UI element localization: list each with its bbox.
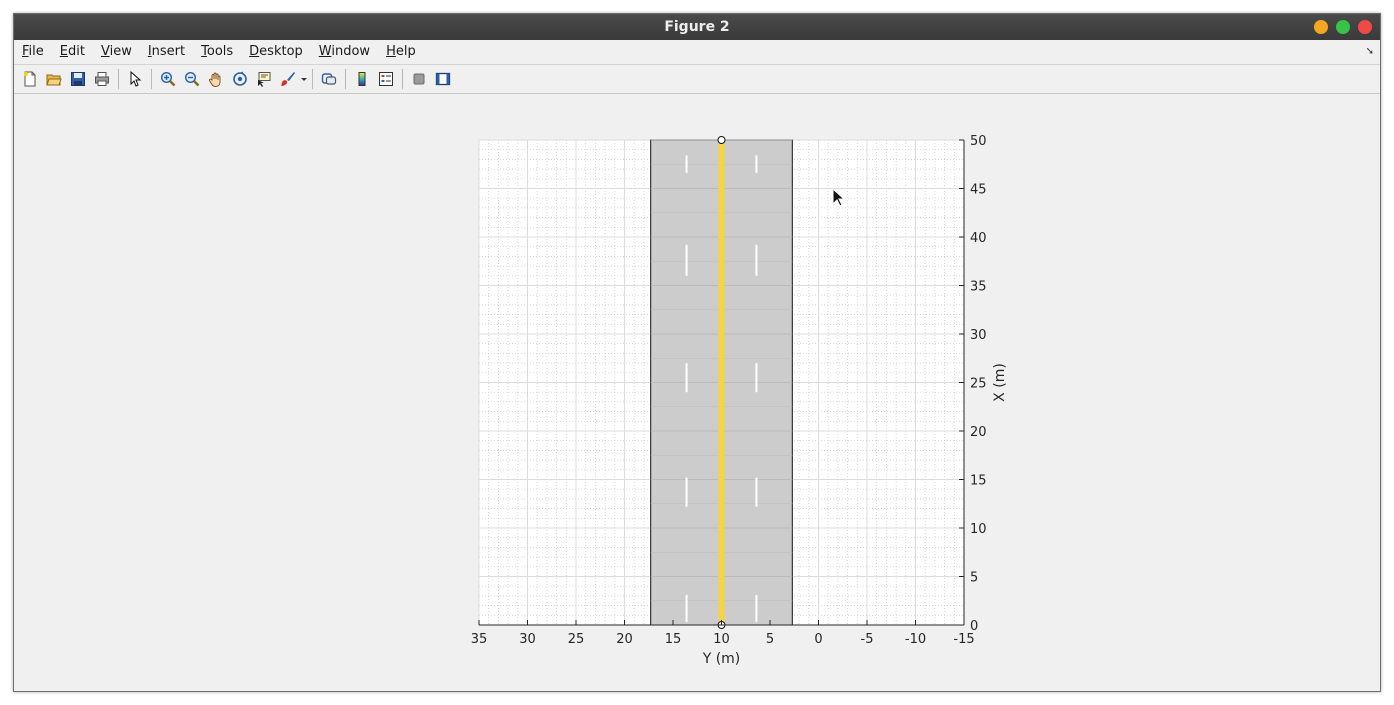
new-figure-icon[interactable] (19, 68, 41, 90)
x-tick-label: 30 (519, 632, 536, 647)
maximize-button[interactable] (1336, 20, 1350, 34)
select-arrow-icon[interactable] (124, 68, 146, 90)
y-tick-label: 10 (970, 522, 987, 537)
x-tick-label: -5 (861, 632, 874, 647)
window-title: Figure 2 (664, 19, 730, 35)
menu-tools[interactable]: Tools (201, 44, 234, 59)
figure-canvas[interactable]: 35 30 25 20 15 10 5 0 -5 -10 -15 0 5 10 15 20 25 30 35 40 45… (14, 94, 1380, 691)
close-button[interactable] (1358, 20, 1372, 34)
brush-icon[interactable] (277, 68, 299, 90)
figure-toolbar (14, 65, 1380, 94)
show-plot-tools-icon[interactable] (432, 68, 454, 90)
menu-insert[interactable]: Insert (147, 44, 186, 59)
toolbar-separator (118, 69, 119, 89)
link-plot-icon[interactable] (318, 68, 340, 90)
toolbar-separator (402, 69, 403, 89)
menu-file[interactable]: File (22, 44, 44, 59)
y-tick-label: 0 (970, 619, 978, 634)
y-tick-label: 40 (970, 231, 987, 246)
toolbar-separator (345, 69, 346, 89)
mouse-pointer-icon (832, 188, 846, 207)
minimize-button[interactable] (1314, 20, 1328, 34)
y-tick-label: 25 (970, 377, 987, 392)
x-tick-label: 0 (814, 632, 822, 647)
x-tick-label: 5 (766, 632, 774, 647)
menu-desktop[interactable]: Desktop (249, 44, 303, 59)
save-icon[interactable] (67, 68, 89, 90)
x-axis-label: Y (m) (702, 651, 741, 667)
y-tick-label: 20 (970, 425, 987, 440)
menu-help[interactable]: Help (386, 44, 416, 59)
x-tick-label: 35 (471, 632, 488, 647)
zoom-out-icon[interactable] (181, 68, 203, 90)
title-bar[interactable]: Figure 2 (14, 14, 1380, 40)
x-tick-label: 25 (568, 632, 585, 647)
road-plot[interactable]: 35 30 25 20 15 10 5 0 -5 -10 -15051015202530354045… (14, 94, 1380, 692)
print-icon[interactable] (91, 68, 113, 90)
y-tick-label: 35 (970, 280, 987, 295)
dock-arrow-icon[interactable]: ➘ (1365, 46, 1374, 57)
x-tick-label: -15 (953, 632, 974, 647)
y-tick-label: 50 (970, 134, 987, 149)
y-tick-label: 30 (970, 328, 987, 343)
road-end-marker (717, 136, 726, 144)
y-tick-label: 15 (970, 474, 987, 489)
x-tick-label: 20 (616, 632, 633, 647)
brush-dropdown-icon[interactable] (300, 68, 308, 90)
y-tick-label: 45 (970, 183, 987, 198)
zoom-in-icon[interactable] (157, 68, 179, 90)
figure-window: Figure 2 File Edit View Insert Tools Desktop W… (13, 13, 1381, 692)
y-axis-label: X (m) (992, 363, 1008, 402)
hide-plot-tools-icon[interactable] (408, 68, 430, 90)
menu-view[interactable]: View (100, 44, 132, 59)
menu-bar: File Edit View Insert Tools Desktop Window Help… (14, 40, 1380, 65)
menu-window[interactable]: Window (318, 44, 371, 59)
x-tick-label: 10 (713, 632, 730, 647)
pan-hand-icon[interactable] (205, 68, 227, 90)
open-file-icon[interactable] (43, 68, 65, 90)
menu-edit[interactable]: Edit (59, 44, 85, 59)
toolbar-separator (151, 69, 152, 89)
x-tick-label: -10 (905, 632, 926, 647)
legend-icon[interactable] (375, 68, 397, 90)
y-tick-label: 5 (970, 571, 978, 586)
data-cursor-icon[interactable] (253, 68, 275, 90)
x-tick-label: 15 (665, 632, 682, 647)
rotate-3d-icon[interactable] (229, 68, 251, 90)
colorbar-icon[interactable] (351, 68, 373, 90)
toolbar-separator (312, 69, 313, 89)
